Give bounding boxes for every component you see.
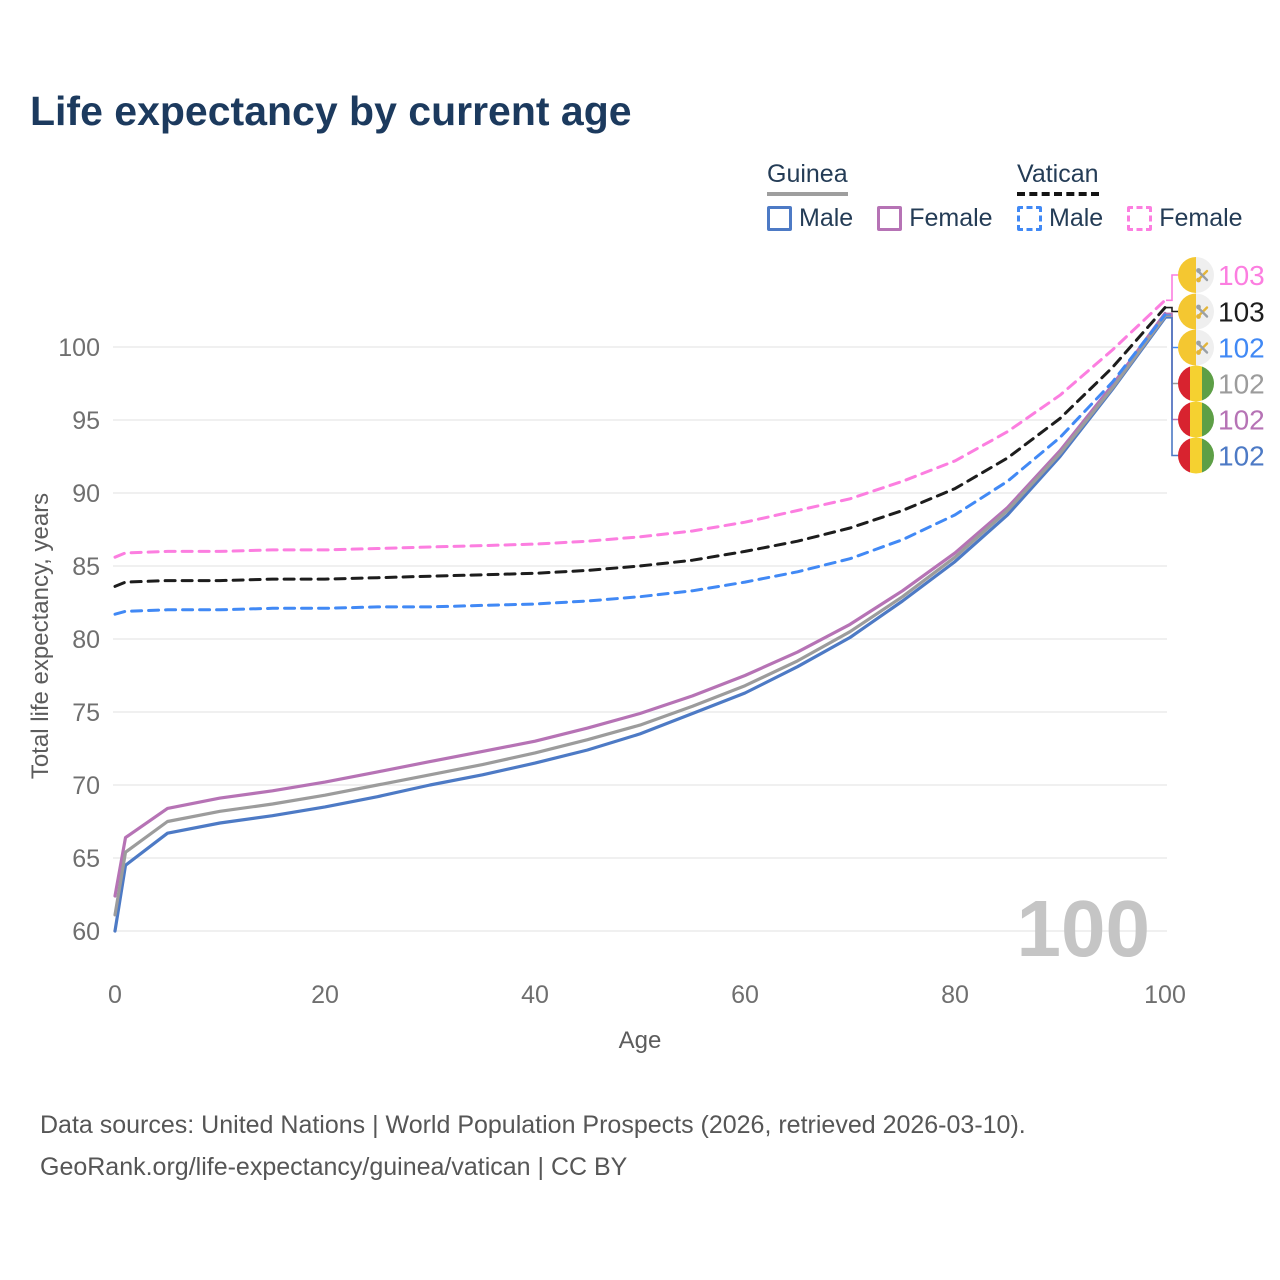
legend-item-vatican-female[interactable]: Female	[1127, 204, 1243, 233]
legend-group-guinea: Guinea Male Female	[767, 160, 993, 233]
legend-label-guinea-female: Female	[909, 204, 993, 232]
legend: Guinea Male Female Vatican Male	[0, 160, 1280, 250]
y-tick-label-100: 100	[58, 334, 100, 362]
x-tick-label-60: 60	[731, 981, 759, 1009]
flag-vatican-icon	[1178, 329, 1214, 366]
y-tick-label-65: 65	[72, 845, 100, 873]
legend-items-vatican: Male Female	[1017, 204, 1243, 233]
x-axis-title: Age	[619, 1027, 662, 1054]
x-tick-label-0: 0	[108, 981, 122, 1009]
flag-guinea-icon	[1178, 437, 1214, 474]
footer: Data sources: United Nations | World Pop…	[40, 1104, 1026, 1188]
y-axis-title: Total life expectancy, years	[27, 493, 54, 779]
y-tick-label-80: 80	[72, 626, 100, 654]
series-line-vatican-female	[113, 298, 1167, 559]
y-tick-label-70: 70	[72, 772, 100, 800]
end-value-label-guinea-female: 102	[1218, 405, 1265, 436]
legend-item-vatican-male[interactable]: Male	[1017, 204, 1103, 233]
series-line-vatican-male	[113, 313, 1167, 616]
y-tick-label-60: 60	[72, 918, 100, 946]
age-watermark: 100	[1017, 884, 1150, 973]
end-value-label-guinea-all: 102	[1218, 369, 1265, 400]
end-value-label-vatican-all: 103	[1218, 297, 1265, 328]
legend-item-guinea-male[interactable]: Male	[767, 204, 853, 233]
legend-item-guinea-female[interactable]: Female	[877, 204, 993, 233]
y-tick-label-85: 85	[72, 553, 100, 581]
x-tick-label-80: 80	[941, 981, 969, 1009]
x-tick-label-100: 100	[1144, 981, 1186, 1009]
legend-group-title-vatican: Vatican	[1017, 160, 1099, 196]
series-line-guinea-male	[113, 316, 1167, 933]
legend-swatch-vatican-female-icon	[1127, 206, 1153, 231]
series-line-vatican-all	[113, 306, 1167, 588]
end-value-label-vatican-male: 102	[1218, 333, 1265, 364]
end-value-label-guinea-male: 102	[1218, 441, 1265, 472]
legend-swatch-guinea-female-icon	[877, 206, 903, 231]
legend-label-guinea-male: Male	[799, 204, 854, 232]
end-connector-vatican-female	[1166, 274, 1178, 302]
legend-swatch-guinea-male-icon	[767, 206, 792, 231]
footer-attribution: GeoRank.org/life-expectancy/guinea/vatic…	[40, 1153, 628, 1181]
end-value-label-vatican-female: 103	[1218, 260, 1265, 291]
y-tick-label-95: 95	[72, 407, 100, 435]
x-tick-label-40: 40	[521, 981, 549, 1009]
end-connector-guinea-male	[1166, 317, 1178, 457]
legend-group-title-guinea: Guinea	[767, 160, 848, 196]
end-connector-vatican-all	[1166, 306, 1178, 313]
legend-items-guinea: Male Female	[767, 204, 993, 233]
page-title: Life expectancy by current age	[30, 88, 632, 134]
legend-label-vatican-female: Female	[1159, 204, 1243, 232]
flag-vatican-icon	[1178, 257, 1214, 293]
legend-swatch-vatican-male-icon	[1017, 206, 1042, 231]
legend-group-vatican: Vatican Male Female	[1017, 160, 1243, 233]
x-tick-label-20: 20	[311, 981, 339, 1009]
series-line-guinea-female	[113, 311, 1167, 898]
legend-label-vatican-male: Male	[1049, 204, 1104, 232]
flag-guinea-icon	[1178, 365, 1214, 402]
y-tick-label-90: 90	[72, 480, 100, 508]
flag-vatican-icon	[1178, 293, 1214, 330]
y-tick-label-75: 75	[72, 699, 100, 727]
flag-guinea-icon	[1178, 401, 1214, 438]
footer-data-sources: Data sources: United Nations | World Pop…	[40, 1111, 1026, 1139]
series-line-guinea-all	[113, 314, 1167, 917]
